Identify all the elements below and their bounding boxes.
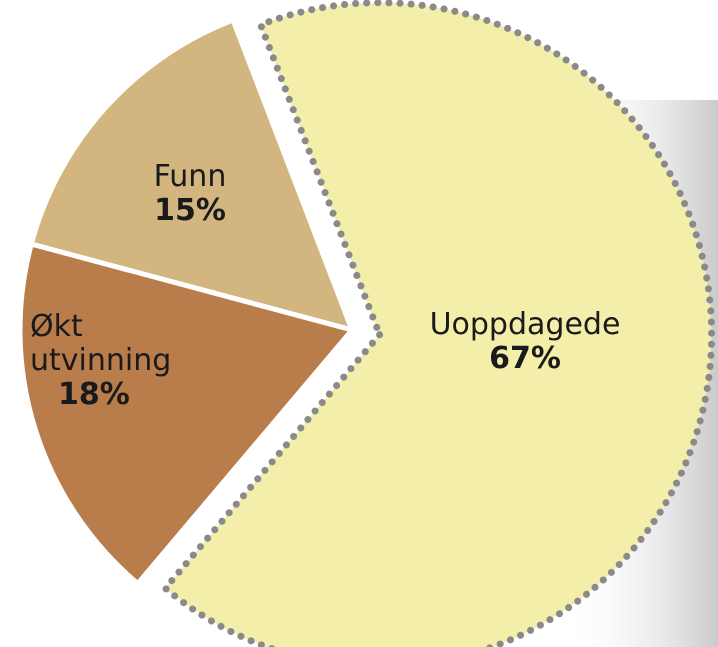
value-label: 18% [58, 377, 130, 412]
category-label: Økt utvinning [30, 309, 172, 378]
value-label: 15% [154, 193, 226, 228]
category-label: Funn [153, 159, 227, 194]
slice-label: Funn 15% [110, 160, 270, 228]
slice-label: Økt utvinning 18% [30, 310, 220, 412]
pie-slice [28, 17, 355, 333]
pie-slice [160, 0, 716, 647]
category-label: Uoppdagede [429, 307, 621, 342]
slice-label: Uoppdagede 67% [410, 308, 640, 376]
pie-slice [17, 241, 355, 587]
value-label: 67% [489, 341, 561, 376]
